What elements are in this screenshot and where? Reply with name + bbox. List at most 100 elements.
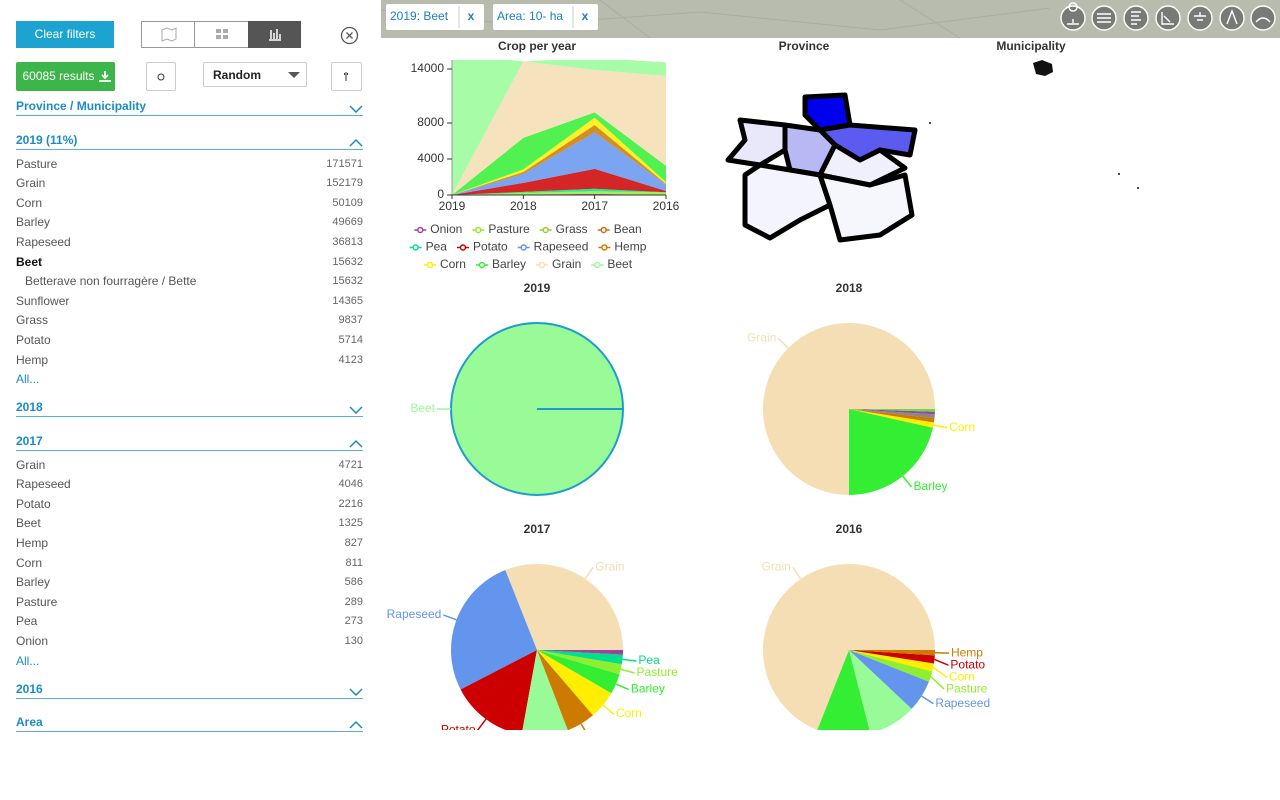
facet-label[interactable]: Grain bbox=[16, 457, 46, 472]
leader-line bbox=[620, 668, 635, 674]
chart-title: 2016 bbox=[836, 522, 863, 536]
facet-label[interactable]: Corn bbox=[16, 195, 43, 210]
pie-slice bbox=[849, 650, 934, 672]
legend-item[interactable]: Potato bbox=[456, 240, 508, 254]
section-header[interactable]: 2017 bbox=[16, 433, 43, 448]
legend-item[interactable]: Grass bbox=[539, 222, 588, 236]
facet-label[interactable]: Onion bbox=[16, 634, 49, 648]
tool-button[interactable] bbox=[1187, 5, 1213, 31]
facet-count: 4123 bbox=[338, 353, 363, 366]
facet-label[interactable]: Rapeseed bbox=[16, 477, 71, 492]
section-chevron[interactable] bbox=[349, 402, 363, 415]
legend-item[interactable]: Rapeseed bbox=[517, 240, 589, 254]
section-chevron[interactable] bbox=[349, 135, 363, 147]
filter-chip[interactable]: Area: 10- ha x bbox=[493, 4, 598, 30]
caret bbox=[288, 72, 300, 78]
facet-label[interactable]: Grain bbox=[16, 176, 46, 191]
facet-label[interactable]: Hemp bbox=[16, 352, 49, 367]
map-icon bbox=[161, 27, 177, 42]
section-chevron[interactable] bbox=[349, 684, 363, 696]
facet-label[interactable]: Pasture bbox=[16, 594, 58, 609]
section-chevron[interactable] bbox=[349, 717, 363, 729]
show-all-link[interactable]: All... bbox=[16, 653, 40, 668]
slice-label: Grain bbox=[761, 559, 790, 573]
legend-label: Grain bbox=[552, 257, 581, 271]
pie-slice bbox=[537, 650, 622, 675]
pie-slice bbox=[763, 563, 935, 730]
leader-line bbox=[933, 424, 948, 429]
section-header[interactable]: Province / Municipality bbox=[16, 99, 147, 113]
facet-label[interactable]: Betterave non fourragère / Bette bbox=[25, 274, 197, 289]
map-dot bbox=[929, 122, 931, 124]
chevron-icon bbox=[349, 721, 363, 729]
mode-button[interactable] bbox=[146, 62, 176, 91]
leader-line bbox=[443, 614, 457, 621]
chart-title: 2018 bbox=[836, 281, 863, 295]
tool-button[interactable] bbox=[1155, 5, 1181, 31]
area bbox=[452, 132, 666, 195]
legend-marker bbox=[417, 226, 424, 234]
facet-label[interactable]: Grass bbox=[16, 313, 49, 328]
sort-select[interactable]: Random bbox=[203, 62, 307, 87]
facet-label[interactable]: Sunflower bbox=[16, 293, 70, 308]
legend-item[interactable]: Grain bbox=[536, 257, 581, 271]
options-button[interactable] bbox=[331, 62, 362, 91]
legend-item[interactable]: Beet bbox=[591, 257, 633, 271]
facet-label[interactable]: Corn bbox=[16, 555, 43, 570]
grid-view-button[interactable] bbox=[195, 22, 248, 47]
facet-label[interactable]: Barley bbox=[16, 575, 51, 590]
facet-count: 152179 bbox=[326, 177, 363, 190]
legend-item[interactable]: Corn bbox=[423, 257, 466, 271]
province[interactable] bbox=[742, 162, 833, 241]
legend-item[interactable]: Pasture bbox=[472, 222, 530, 236]
province[interactable] bbox=[817, 172, 915, 243]
section-chevron[interactable] bbox=[349, 436, 363, 448]
section-header[interactable]: 2018 bbox=[16, 400, 43, 415]
slice-label: Pasture bbox=[636, 665, 678, 679]
tool-button[interactable] bbox=[1060, 5, 1086, 31]
chip-label: 2019: Beet bbox=[390, 9, 449, 23]
pie-slice bbox=[849, 409, 935, 412]
filter-chip[interactable]: 2019: Beet x bbox=[386, 4, 484, 30]
chevron-line bbox=[349, 721, 363, 729]
results-button[interactable]: 60085 results bbox=[16, 62, 115, 91]
facet-label[interactable]: Pea bbox=[16, 614, 38, 629]
facet-label[interactable]: Beet bbox=[16, 516, 41, 531]
legend-marker bbox=[426, 261, 434, 269]
section-header[interactable]: 2019 (11%) bbox=[16, 132, 78, 147]
chip-remove[interactable]: x bbox=[468, 9, 475, 23]
section-chevron[interactable] bbox=[349, 101, 363, 114]
facet-label[interactable]: Beet bbox=[16, 254, 43, 269]
chevron-icon bbox=[349, 439, 363, 448]
chip-remove[interactable]: x bbox=[582, 9, 589, 23]
tool-button[interactable] bbox=[1123, 5, 1149, 31]
chevron-line bbox=[349, 688, 363, 696]
close-button[interactable] bbox=[340, 26, 359, 45]
show-all-link[interactable]: All... bbox=[16, 372, 40, 387]
slice-label: Corn bbox=[616, 706, 642, 720]
section-header[interactable]: Area bbox=[16, 715, 43, 730]
province[interactable] bbox=[725, 117, 788, 168]
facet-count: 289 bbox=[344, 595, 363, 608]
legend-item[interactable]: Pea bbox=[409, 240, 448, 254]
tool-button[interactable] bbox=[1219, 5, 1245, 31]
facet-label[interactable]: Potato bbox=[16, 332, 51, 347]
facet-label[interactable]: Pasture bbox=[16, 156, 58, 171]
facet-count: 49669 bbox=[332, 216, 363, 229]
facet-label[interactable]: Rapeseed bbox=[16, 234, 71, 249]
legend-item[interactable]: Hemp bbox=[598, 240, 647, 254]
facet-label[interactable]: Barley bbox=[16, 215, 51, 230]
chevron-icon bbox=[349, 105, 363, 114]
slice-label: Pea bbox=[638, 653, 660, 667]
facet-label[interactable]: Potato bbox=[16, 496, 51, 511]
clear-filters-button[interactable]: Clear filters bbox=[16, 21, 114, 48]
grid-icon bbox=[216, 29, 228, 39]
legend-item[interactable]: Barley bbox=[475, 257, 526, 271]
section-header[interactable]: 2016 bbox=[16, 681, 43, 696]
chart-view-button[interactable] bbox=[248, 21, 301, 48]
facet-label[interactable]: Hemp bbox=[16, 536, 49, 550]
legend-item[interactable]: Onion bbox=[414, 222, 462, 236]
legend-item[interactable]: Bean bbox=[597, 222, 642, 236]
map-view-button[interactable] bbox=[142, 22, 195, 47]
